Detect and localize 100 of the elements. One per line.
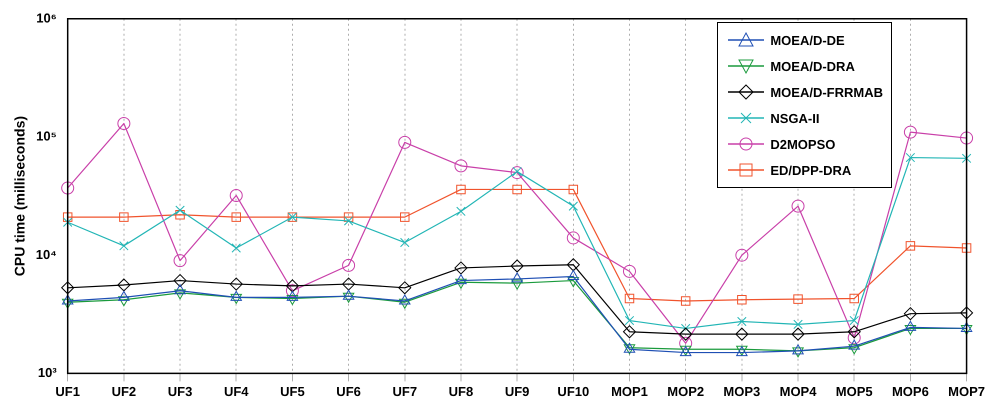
y-axis-title: CPU time (milliseconds) — [11, 116, 28, 276]
x-tick-label: UF2 — [112, 384, 136, 399]
point — [568, 201, 578, 211]
point — [456, 206, 466, 216]
point — [962, 243, 972, 253]
point — [848, 340, 860, 350]
point — [175, 206, 185, 215]
point — [62, 218, 72, 227]
point — [456, 184, 466, 194]
point — [962, 154, 972, 164]
legend-label: ED/DPP-DRA — [770, 162, 852, 178]
point — [568, 270, 580, 280]
x-tick-label: UF10 — [557, 384, 590, 399]
point — [793, 320, 803, 330]
point — [400, 238, 410, 248]
point — [230, 188, 243, 202]
point — [230, 294, 242, 304]
point — [792, 200, 805, 213]
point — [566, 258, 580, 272]
point — [737, 316, 747, 326]
x-tick-label: MOP7 — [948, 384, 985, 399]
point — [344, 216, 354, 226]
point — [342, 290, 354, 300]
y-tick-label: 10³ — [38, 364, 58, 380]
y-tick-label: 10⁴ — [36, 246, 57, 262]
point — [566, 231, 580, 244]
point — [960, 324, 972, 335]
point — [344, 212, 354, 222]
point — [792, 347, 804, 358]
point — [624, 316, 634, 326]
point — [174, 289, 186, 300]
point — [793, 294, 803, 304]
x-tick-label: MOP3 — [723, 384, 760, 399]
point — [61, 281, 74, 294]
legend-label: MOEA/D-DRA — [770, 58, 855, 74]
point — [117, 117, 130, 130]
point — [286, 279, 299, 292]
point — [175, 210, 185, 220]
x-tick-label: MOP1 — [611, 384, 648, 399]
point — [117, 278, 130, 292]
point — [960, 306, 974, 320]
legend-label: MOEA/D-DE — [770, 32, 845, 48]
x-tick-label: UF9 — [504, 384, 530, 399]
x-tick-label: UF1 — [55, 384, 80, 399]
x-tick-label: MOP6 — [892, 384, 929, 399]
point — [848, 325, 861, 338]
point — [679, 328, 692, 341]
x-tick-label: MOP5 — [836, 384, 873, 399]
point — [400, 212, 410, 222]
point — [174, 274, 187, 288]
x-tick-label: MOP2 — [667, 384, 704, 399]
legend-label: MOEA/D-FRRMAB — [770, 84, 883, 100]
point — [510, 260, 524, 273]
x-tick-label: UF4 — [224, 384, 250, 399]
x-tick-label: UF8 — [448, 384, 474, 399]
point — [960, 132, 974, 145]
point — [792, 328, 805, 341]
point — [849, 294, 859, 304]
point — [342, 278, 356, 291]
point — [62, 212, 72, 222]
x-tick-label: MOP4 — [780, 384, 818, 399]
y-tick-label: 10⁶ — [36, 10, 57, 26]
point — [454, 261, 468, 274]
point — [455, 274, 467, 284]
point — [848, 331, 861, 344]
point — [231, 243, 241, 253]
point — [510, 166, 524, 180]
point — [230, 278, 243, 291]
point — [904, 126, 917, 139]
point — [904, 324, 916, 335]
legend-label: NSGA-II — [770, 110, 820, 126]
point — [119, 212, 129, 222]
point — [849, 316, 859, 326]
point — [454, 159, 468, 172]
point — [231, 212, 241, 222]
point — [735, 328, 748, 341]
x-tick-label: UF5 — [280, 384, 305, 399]
point — [622, 264, 636, 278]
point — [174, 254, 187, 268]
point — [342, 258, 356, 272]
point — [512, 184, 522, 194]
point — [737, 294, 747, 304]
x-tick-label: UF3 — [168, 384, 192, 399]
point — [680, 296, 690, 306]
legend-label: D2MOPSO — [770, 136, 836, 152]
point — [398, 136, 412, 149]
point — [398, 281, 412, 294]
point — [624, 294, 634, 304]
point — [174, 284, 186, 294]
x-tick-label: UF7 — [392, 384, 418, 399]
point — [735, 248, 748, 262]
point — [568, 184, 578, 194]
point — [286, 284, 299, 298]
x-tick-label: UF6 — [336, 384, 361, 399]
point — [61, 182, 74, 195]
point — [622, 325, 636, 338]
point — [906, 152, 916, 162]
point — [904, 307, 917, 320]
y-tick-label: 10⁵ — [36, 128, 57, 144]
point — [906, 241, 916, 251]
